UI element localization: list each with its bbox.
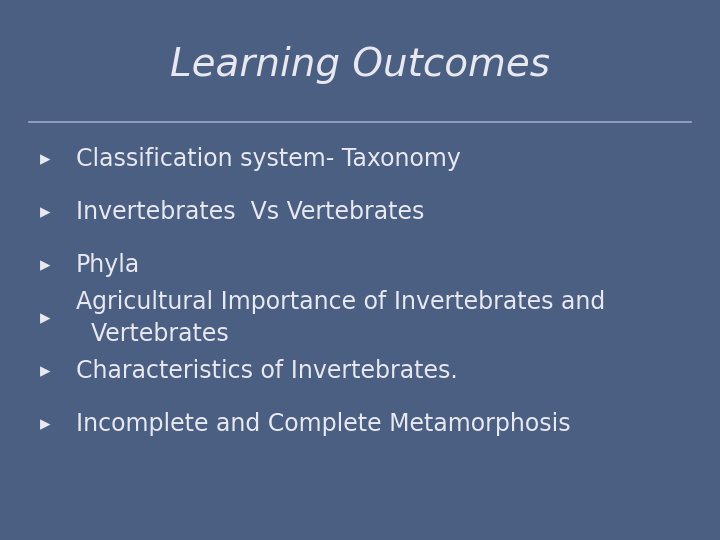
Text: ▸: ▸ (40, 414, 50, 434)
Text: ▸: ▸ (40, 202, 50, 222)
Text: Classification system- Taxonomy: Classification system- Taxonomy (76, 147, 461, 171)
Text: ▸: ▸ (40, 308, 50, 328)
Text: Characteristics of Invertebrates.: Characteristics of Invertebrates. (76, 359, 457, 383)
Text: Agricultural Importance of Invertebrates and
  Vertebrates: Agricultural Importance of Invertebrates… (76, 291, 605, 346)
Text: Incomplete and Complete Metamorphosis: Incomplete and Complete Metamorphosis (76, 412, 570, 436)
Text: Phyla: Phyla (76, 253, 140, 277)
Text: ▸: ▸ (40, 361, 50, 381)
Text: Invertebrates  Vs Vertebrates: Invertebrates Vs Vertebrates (76, 200, 424, 224)
Text: Learning Outcomes: Learning Outcomes (170, 46, 550, 84)
Text: ▸: ▸ (40, 255, 50, 275)
Text: ▸: ▸ (40, 149, 50, 170)
